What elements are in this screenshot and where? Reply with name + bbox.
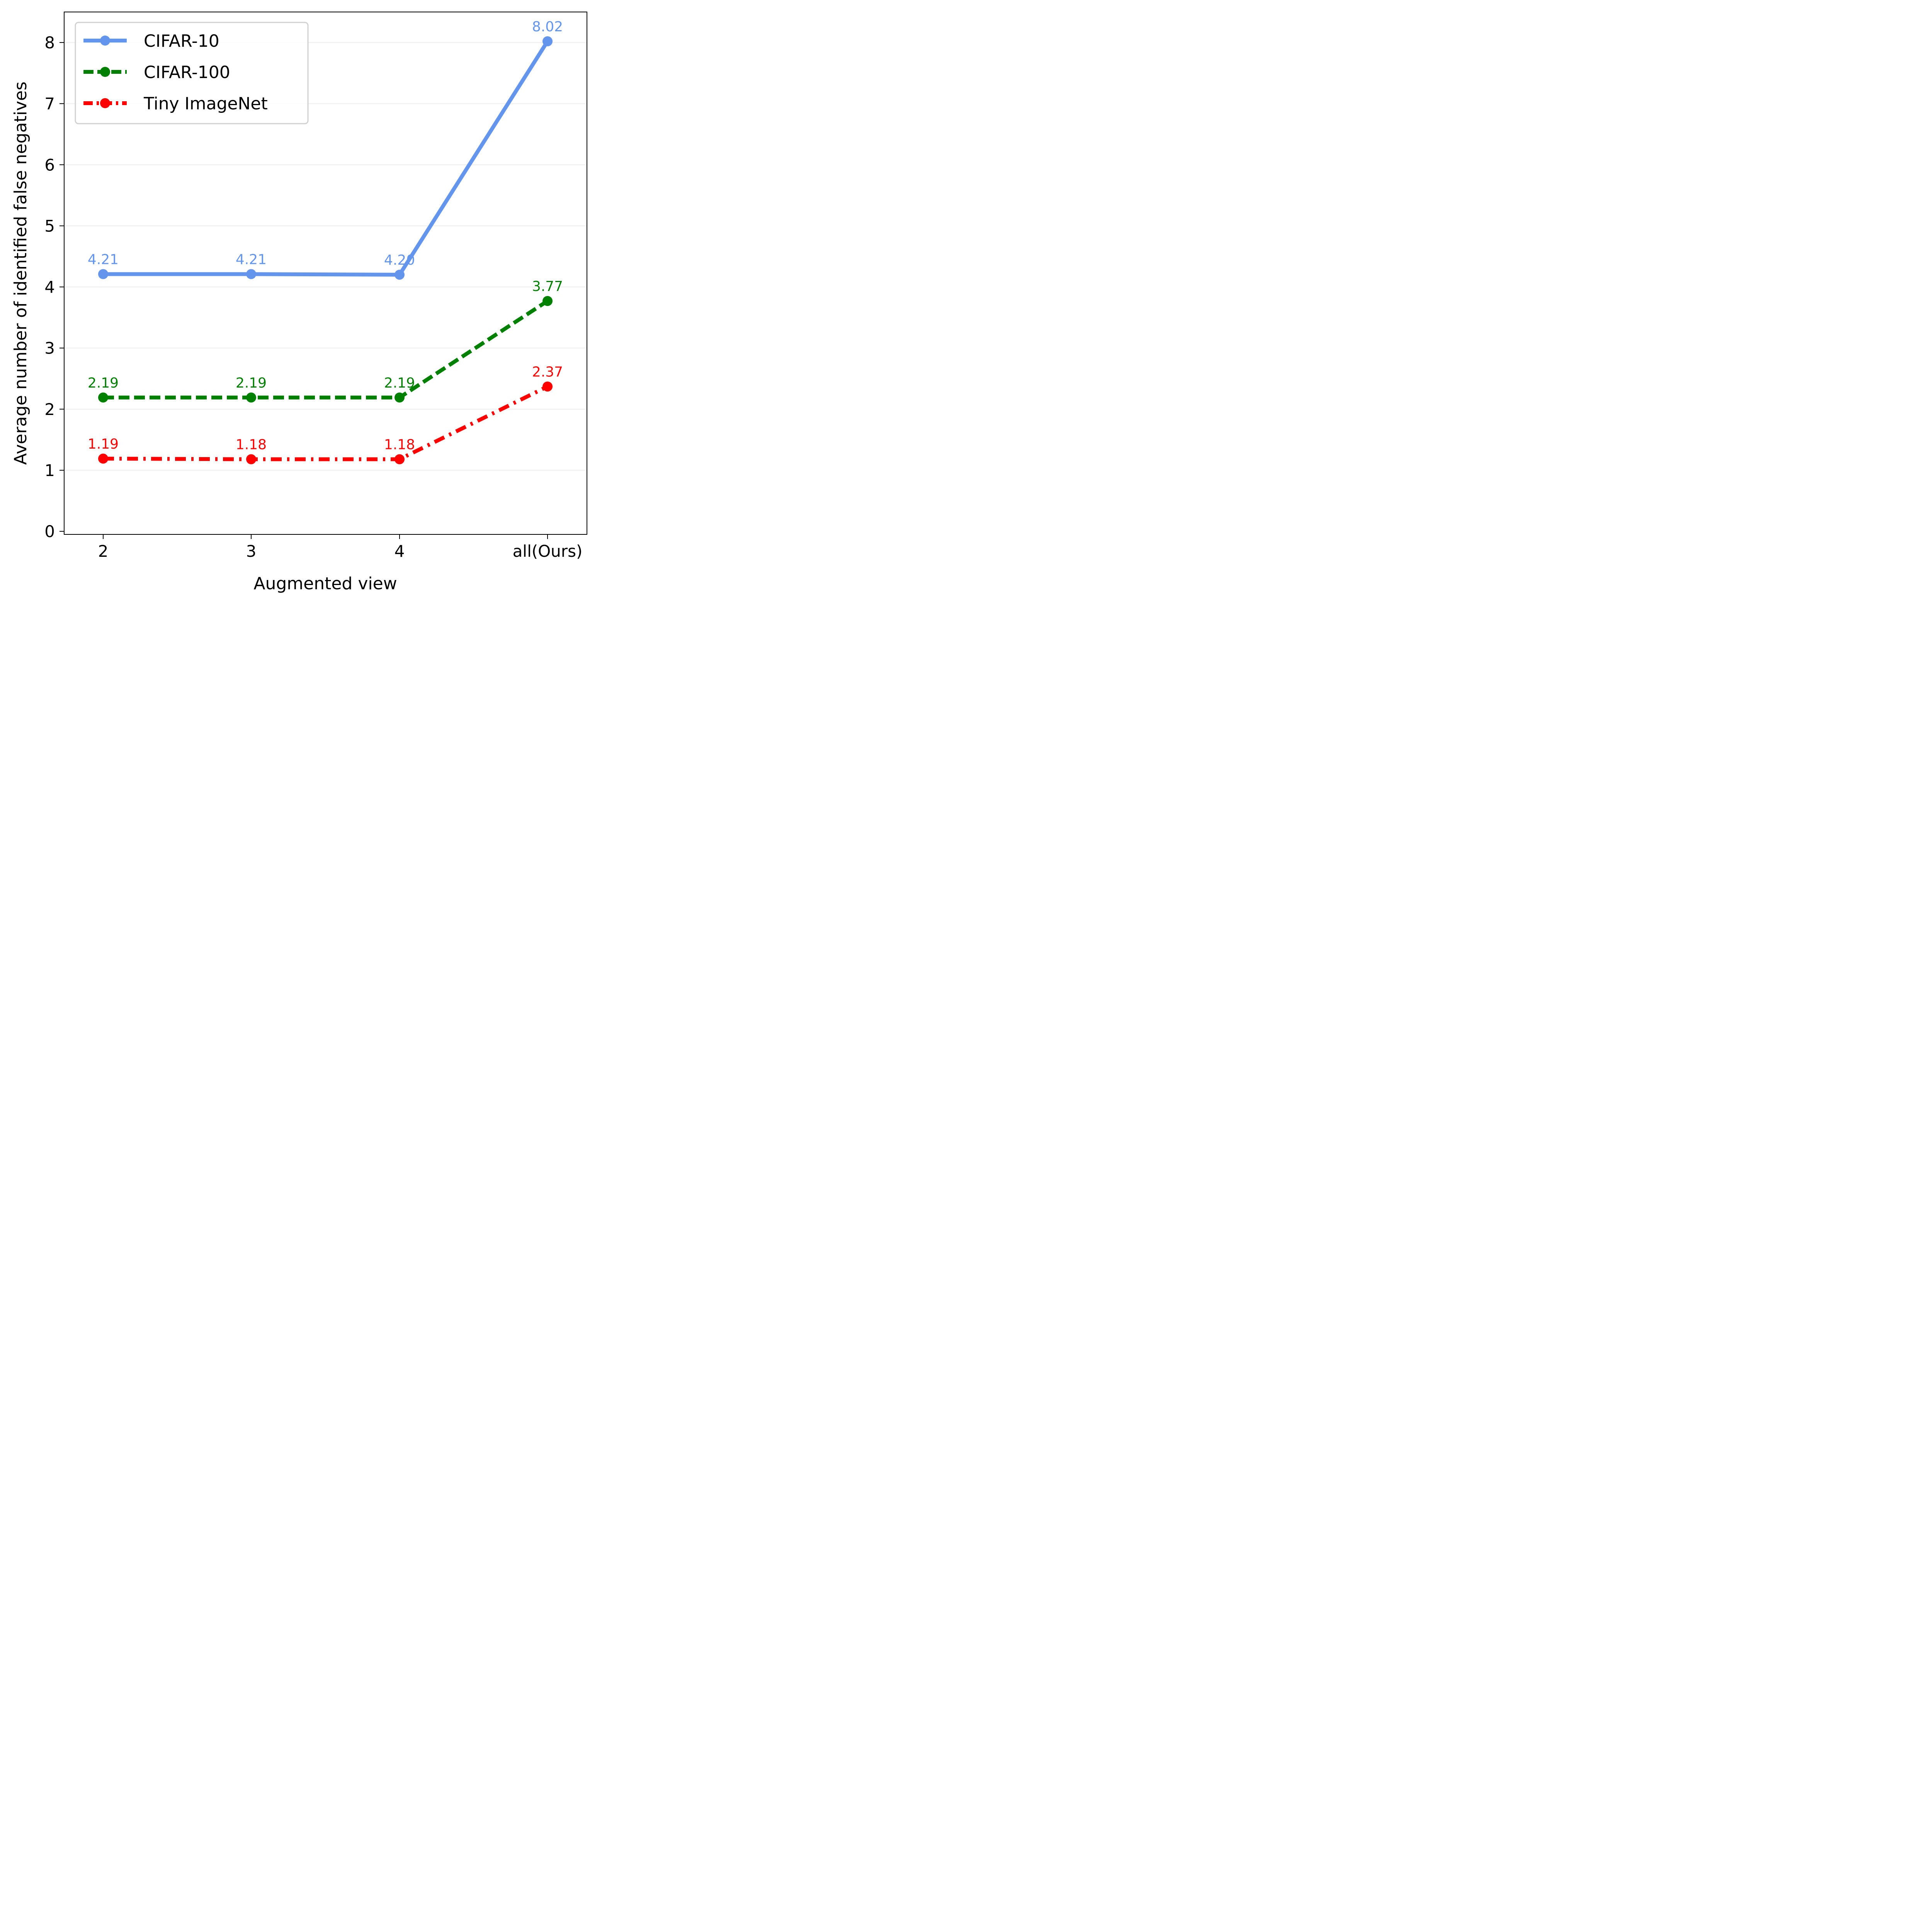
data-label: 1.18	[384, 437, 415, 453]
data-label: 4.21	[236, 252, 267, 267]
x-tick-label: 4	[395, 542, 405, 561]
x-tick-label: all(Ours)	[513, 542, 583, 561]
data-label: 3.77	[532, 279, 563, 294]
data-label: 1.18	[236, 437, 267, 453]
data-point	[98, 392, 108, 403]
data-point	[98, 269, 108, 279]
y-tick-label: 8	[44, 33, 55, 52]
series-line-1	[103, 299, 549, 400]
y-tick-label: 5	[44, 216, 55, 235]
data-label: 2.37	[532, 364, 563, 380]
legend-marker	[100, 67, 110, 77]
data-point	[543, 36, 553, 46]
data-point	[246, 269, 256, 279]
y-tick-label: 7	[44, 94, 55, 113]
data-point	[395, 392, 405, 403]
series-line-2	[103, 384, 549, 461]
data-point	[246, 454, 256, 464]
x-axis: 2 3 4 all(Ours)	[98, 534, 583, 561]
legend-label: CIFAR-10	[144, 31, 219, 51]
data-labels: 4.21 4.21 4.20 8.02 2.19 2.19 2.19 3.77 1.19 1.18…	[88, 19, 563, 453]
x-tick-label: 2	[98, 542, 109, 561]
data-label: 2.19	[236, 375, 267, 391]
legend-label: CIFAR-100	[144, 63, 230, 82]
y-tick-label: 2	[44, 400, 55, 419]
plot-frame	[64, 12, 587, 535]
data-label: 4.20	[384, 252, 415, 268]
legend-box	[75, 22, 309, 124]
legend-label: Tiny ImageNet	[143, 94, 268, 114]
line-chart: 4.21 4.21 4.20 8.02 2.19 2.19 2.19 3.77 1.19 1.18…	[11, 12, 587, 594]
data-point	[395, 269, 405, 280]
data-label: 1.19	[88, 436, 119, 452]
legend-marker	[100, 36, 110, 46]
data-point	[543, 381, 553, 392]
data-label: 4.21	[88, 252, 119, 267]
y-tick-label: 6	[44, 155, 55, 174]
legend-marker	[100, 98, 110, 108]
data-point	[395, 454, 405, 464]
y-axis-label: Average number of identified false negat…	[11, 82, 31, 465]
data-label: 8.02	[532, 19, 563, 35]
series-layer	[98, 36, 553, 464]
legend: CIFAR-10 CIFAR-100 Tiny ImageNet	[75, 22, 309, 124]
y-axis: 0 1 2 3 4 5 6 7 8	[44, 33, 64, 541]
data-point	[98, 453, 108, 464]
data-label: 2.19	[88, 375, 119, 391]
y-tick-label: 1	[44, 461, 55, 480]
series-line-0	[103, 40, 549, 277]
data-label: 2.19	[384, 375, 415, 391]
x-tick-label: 3	[246, 542, 257, 561]
x-axis-label: Augmented view	[253, 574, 397, 594]
data-point	[543, 296, 553, 306]
y-tick-label: 4	[44, 278, 55, 297]
y-tick-label: 3	[44, 339, 55, 358]
data-point	[246, 392, 256, 403]
y-tick-label: 0	[44, 522, 55, 541]
